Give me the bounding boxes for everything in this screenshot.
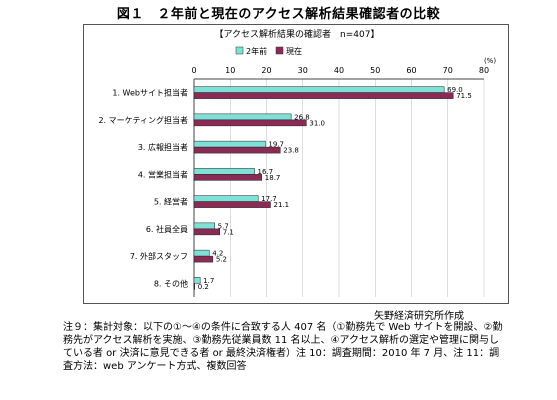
data-label-2-1: 71.5 — [456, 92, 472, 100]
data-label-2-8: 0.2 — [198, 283, 209, 291]
bar-1-3 — [193, 140, 266, 148]
data-label-1-7: 4.2 — [212, 250, 223, 258]
notes-text: 注９：集計対象：以下の①～④の条件に合致する人 407 名（①勤務先で Web … — [63, 322, 503, 372]
legend-label-2: 現在 — [286, 46, 302, 56]
chart-panel: 【アクセス解析結果の確認者 n=407】 2年前 現在 0 10 20 30 40 50 60 70… — [83, 24, 509, 304]
bar-2-4 — [193, 174, 263, 181]
bar-1-6 — [193, 222, 215, 230]
x-tick-label-6: 60 — [406, 66, 416, 75]
bar-2-6 — [193, 228, 220, 236]
x-tick-label-7: 70 — [443, 66, 453, 75]
bar-2-2 — [193, 119, 307, 127]
data-label-2-3: 23.8 — [283, 147, 299, 155]
x-tick-label-8: 80 — [479, 66, 489, 75]
data-label-1-1: 69.0 — [447, 86, 463, 94]
unit-label: (%) — [484, 57, 496, 65]
legend-swatch-2 — [275, 46, 284, 55]
bar-2-3 — [193, 146, 281, 154]
bar-1-1 — [193, 86, 445, 93]
x-tick-label-5: 50 — [370, 66, 380, 75]
category-label-8: 8. その他 — [154, 278, 188, 288]
figure-title: 図１ ２年前と現在のアクセス解析結果確認者の比較 — [116, 7, 441, 22]
notes-block: 注９：集計対象：以下の①～④の条件に合致する人 407 名（①勤務先で Web … — [63, 321, 503, 373]
x-tick-label-4: 40 — [334, 66, 344, 75]
bar-chart: 【アクセス解析結果の確認者 n=407】 2年前 現在 0 10 20 30 40 50 60 70… — [98, 28, 496, 297]
bar-2-7 — [193, 255, 214, 263]
source-credit: 矢野経済研究所作成 — [374, 311, 464, 322]
bar-1-5 — [193, 195, 259, 202]
category-label-1: 1. Webサイト担当者 — [112, 88, 188, 98]
bar-1-2 — [193, 113, 292, 121]
data-label-2-2: 31.0 — [309, 119, 325, 127]
data-label-2-4: 18.7 — [265, 174, 281, 182]
x-tick-label-3: 30 — [298, 66, 308, 75]
data-label-2-6: 7.1 — [223, 228, 234, 236]
data-label-1-4: 16.7 — [258, 168, 274, 176]
data-label-2-7: 5.2 — [216, 256, 227, 264]
bar-1-7 — [193, 249, 210, 257]
data-label-1-2: 26.8 — [294, 113, 310, 121]
data-label-2-5: 21.1 — [273, 201, 289, 209]
category-label-6: 6. 社員全員 — [146, 224, 188, 234]
x-tick-label-2: 20 — [261, 66, 271, 75]
legend-label-1: 2年前 — [246, 46, 267, 56]
category-label-2: 2. マーケティング担当者 — [98, 115, 188, 125]
bar-2-5 — [193, 201, 271, 208]
category-label-3: 3. 広報担当者 — [138, 142, 188, 152]
x-tick-label-1: 10 — [225, 66, 235, 75]
category-label-7: 7. 外部スタッフ — [130, 251, 188, 261]
category-label-4: 4. 営業担当者 — [138, 169, 188, 179]
bar-2-1 — [193, 92, 454, 99]
bar-2-8 — [193, 283, 195, 290]
bar-1-8 — [193, 277, 201, 284]
data-label-1-3: 19.7 — [268, 141, 284, 149]
legend-swatch-1 — [235, 46, 244, 55]
category-label-5: 5. 経営者 — [154, 197, 188, 207]
data-label-1-6: 5.7 — [218, 222, 229, 230]
data-label-1-5: 17.7 — [261, 195, 277, 203]
data-label-1-8: 1.7 — [203, 277, 214, 285]
chart-title: 【アクセス解析結果の確認者 n=407】 — [215, 28, 380, 40]
x-tick-label-0: 0 — [191, 66, 196, 75]
bar-1-4 — [193, 168, 255, 175]
